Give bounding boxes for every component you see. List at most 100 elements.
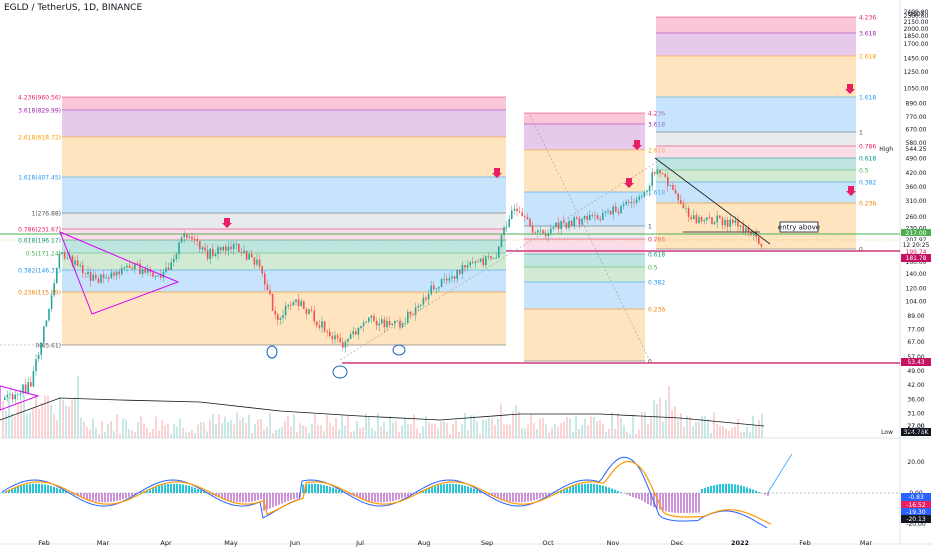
macd-hist-bar [656, 493, 658, 509]
macd-hist-bar [746, 487, 748, 493]
fib2-label: 0 [648, 359, 652, 366]
candle-body [245, 250, 248, 260]
macd-hist-bar [398, 493, 400, 500]
volume-bar [368, 416, 370, 438]
candle-body [84, 273, 87, 275]
fib3-label: 0.5 [859, 168, 869, 175]
macd-hist-bar [593, 483, 595, 493]
candle-body [217, 247, 219, 255]
volume-bar [488, 418, 490, 438]
macd-hist-bar [140, 492, 142, 493]
volume-bar [632, 414, 634, 438]
macd-hist-bar [686, 493, 688, 513]
volume-bar [302, 425, 304, 438]
volume-bar [38, 408, 40, 438]
fib2-zone [524, 113, 645, 124]
time-axis[interactable]: Feb Mar Apr May Jun Jul Aug Sep Oct Nov Dec 2022 Feb… [38, 539, 872, 547]
candle-body [206, 250, 209, 259]
volume-bar [182, 428, 184, 438]
volume-bar [527, 424, 529, 438]
fib1-label: 3.618(829.99) [18, 108, 61, 115]
macd-hist-bar [680, 493, 682, 514]
candle-body [430, 285, 432, 294]
candle-body [479, 258, 482, 262]
time-label: Oct [542, 539, 554, 547]
fib3-label: 1 [859, 130, 863, 137]
fib3-zone [656, 56, 856, 97]
candle-body [633, 201, 635, 203]
volume-bar [71, 399, 73, 438]
fib1-label: 0.786(231.67) [18, 227, 61, 234]
volume-bar [443, 421, 445, 438]
macd-hist-bar [425, 488, 427, 493]
candle-body [719, 215, 721, 219]
macd-hist-bar [287, 493, 289, 502]
candle-body [269, 290, 271, 295]
macd-hist-bar [599, 484, 601, 493]
volume-bar [524, 428, 526, 438]
macd-hist-bar [158, 485, 160, 493]
macd-hist-bar [611, 488, 613, 493]
candle-body [433, 285, 435, 290]
candle-body [729, 219, 731, 227]
volume-bar [170, 433, 172, 438]
down-arrow-marker [492, 168, 502, 178]
macd-hist-bar [464, 485, 466, 493]
price-tick: 67.00 [907, 339, 924, 346]
candle-body [617, 211, 620, 214]
macd-hist-bar [545, 493, 547, 497]
candle-body [693, 215, 695, 220]
candle-body [641, 196, 643, 198]
macd-hist-bar [281, 493, 283, 504]
macd-hist-bar [620, 492, 622, 493]
candle-body [248, 253, 250, 260]
candle-body [615, 206, 617, 212]
volume-bar [56, 420, 58, 438]
candle-body [108, 277, 110, 279]
macd-hist-bar [533, 493, 535, 501]
fib-zones: 4.236(960.56) 3.618(829.99) 2.618(618.72) 1… [18, 15, 876, 366]
price-badge-value: 53.43 [907, 359, 924, 366]
volume-bar [578, 428, 580, 438]
macd-hist-bar [566, 487, 568, 493]
macd-hist-bar [581, 484, 583, 493]
fib2-zone [524, 239, 645, 254]
volume-bar [347, 416, 349, 438]
candle-body [573, 217, 575, 227]
fib3-zone [656, 170, 856, 182]
macd-hist-bar [518, 493, 520, 503]
volume-bar [476, 421, 478, 438]
volume-bar [545, 424, 547, 438]
candle-body [230, 246, 232, 250]
price-axis[interactable]: USDT2400.002300.002150.002000.001850.001… [879, 9, 931, 436]
candle-body [232, 244, 235, 250]
candle-body [271, 294, 274, 311]
macd-hist-bar [38, 483, 40, 493]
trendline-down [654, 157, 771, 245]
volume-bar [335, 417, 337, 438]
price-tick: 1850.00 [904, 33, 929, 40]
volume-bar [716, 423, 718, 438]
volume-bar [146, 427, 148, 438]
macd-badge [901, 515, 931, 523]
macd-hist-bar [104, 493, 106, 503]
macd-hist-bar [512, 493, 514, 502]
candle-body [638, 196, 640, 200]
volume-bar [758, 420, 760, 438]
candle-body [669, 184, 672, 186]
macd-hist-bar [743, 486, 745, 493]
price-tick: 160.00 [906, 259, 927, 266]
candle-body [365, 321, 367, 323]
volume-bar [233, 424, 235, 438]
bottom-circle [332, 365, 348, 379]
volume-bar [113, 431, 115, 438]
volume-bar [512, 410, 514, 438]
candle-body [422, 297, 425, 305]
volume-bar [494, 424, 496, 438]
volume-bar [248, 414, 250, 438]
volume-bar [68, 406, 70, 438]
macd-hist-bar [755, 490, 757, 493]
candle-body [570, 221, 573, 227]
candle-body [755, 232, 757, 238]
